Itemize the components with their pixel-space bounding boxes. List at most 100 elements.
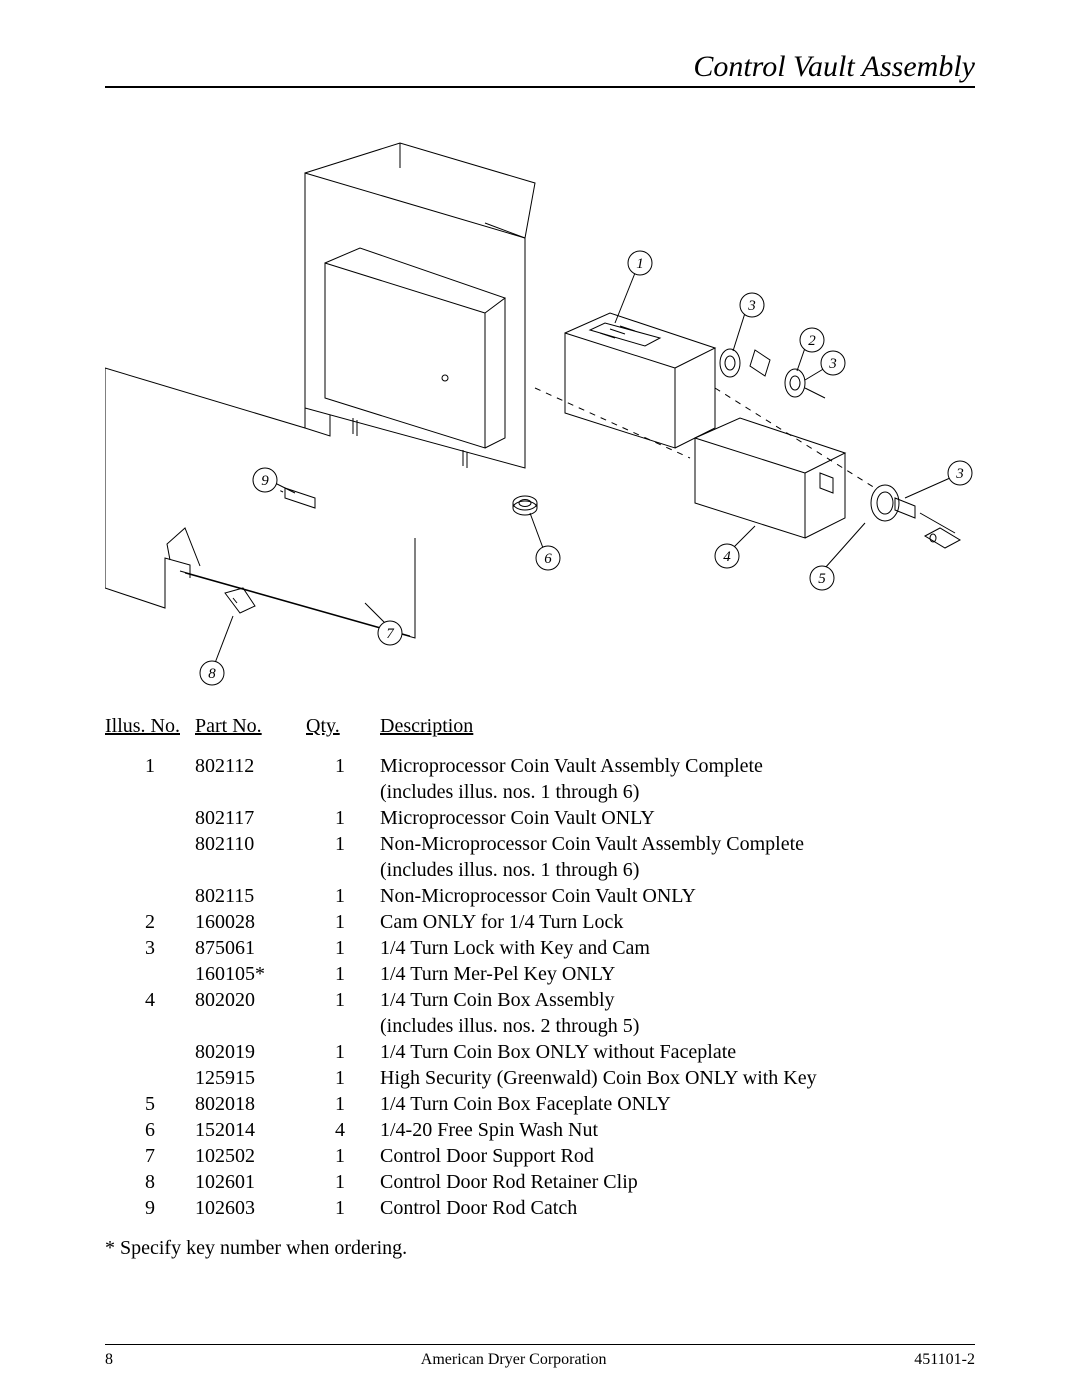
cell-part: 875061 — [195, 935, 300, 961]
title-bar: Control Vault Assembly — [105, 50, 975, 88]
page-title: Control Vault Assembly — [693, 50, 975, 83]
table-row: (includes illus. nos. 1 through 6) — [105, 857, 975, 883]
table-row: (includes illus. nos. 2 through 5) — [105, 1013, 975, 1039]
callout-5: 5 — [818, 571, 826, 587]
cell-part: 102502 — [195, 1143, 300, 1169]
footer-docnum: 451101-2 — [914, 1351, 975, 1369]
cell-qty: 1 — [300, 961, 380, 987]
cell-part: 160028 — [195, 909, 300, 935]
cell-part — [195, 857, 300, 883]
header-illus: Illus. No. — [105, 713, 195, 753]
table-row: 8021151Non-Microprocessor Coin Vault ONL… — [105, 883, 975, 909]
table-row: (includes illus. nos. 1 through 6) — [105, 779, 975, 805]
cell-part — [195, 779, 300, 805]
cell-part: 802019 — [195, 1039, 300, 1065]
cell-illus: 1 — [105, 753, 195, 779]
cell-qty: 1 — [300, 753, 380, 779]
table-row: 81026011Control Door Rod Retainer Clip — [105, 1169, 975, 1195]
cell-illus: 9 — [105, 1195, 195, 1221]
table-row: 8021171Microprocessor Coin Vault ONLY — [105, 805, 975, 831]
table-row: 80201911/4 Turn Coin Box ONLY without Fa… — [105, 1039, 975, 1065]
callout-3c: 3 — [955, 466, 964, 482]
cell-qty: 1 — [300, 1091, 380, 1117]
cell-qty: 1 — [300, 987, 380, 1013]
cell-part: 802020 — [195, 987, 300, 1013]
cell-qty: 1 — [300, 1195, 380, 1221]
cell-desc: Cam ONLY for 1/4 Turn Lock — [380, 909, 975, 935]
cell-desc: (includes illus. nos. 2 through 5) — [380, 1013, 975, 1039]
cell-desc: 1/4-20 Free Spin Wash Nut — [380, 1117, 975, 1143]
cell-desc: Non-Microprocessor Coin Vault ONLY — [380, 883, 975, 909]
cell-illus — [105, 857, 195, 883]
table-row: 8021101Non-Microprocessor Coin Vault Ass… — [105, 831, 975, 857]
cell-qty — [300, 779, 380, 805]
cell-qty: 4 — [300, 1117, 380, 1143]
callout-3a: 3 — [747, 298, 756, 314]
cell-qty — [300, 1013, 380, 1039]
cell-qty: 1 — [300, 1065, 380, 1091]
cell-part: 802117 — [195, 805, 300, 831]
cell-part: 152014 — [195, 1117, 300, 1143]
cell-illus: 2 — [105, 909, 195, 935]
table-row: 160105*11/4 Turn Mer-Pel Key ONLY — [105, 961, 975, 987]
cell-part: 802110 — [195, 831, 300, 857]
cell-part — [195, 1013, 300, 1039]
cell-illus: 8 — [105, 1169, 195, 1195]
cell-illus — [105, 961, 195, 987]
cell-illus — [105, 883, 195, 909]
footnote: * Specify key number when ordering. — [105, 1237, 975, 1260]
callout-6: 6 — [544, 551, 552, 567]
cell-part: 102601 — [195, 1169, 300, 1195]
header-qty: Qty. — [300, 713, 380, 753]
table-row: 91026031Control Door Rod Catch — [105, 1195, 975, 1221]
table-row: 580201811/4 Turn Coin Box Faceplate ONLY — [105, 1091, 975, 1117]
cell-qty — [300, 857, 380, 883]
cell-desc: 1/4 Turn Lock with Key and Cam — [380, 935, 975, 961]
cell-illus — [105, 1065, 195, 1091]
cell-desc: (includes illus. nos. 1 through 6) — [380, 779, 975, 805]
footer-company: American Dryer Corporation — [421, 1351, 607, 1369]
cell-desc: 1/4 Turn Mer-Pel Key ONLY — [380, 961, 975, 987]
cell-desc: Microprocessor Coin Vault Assembly Compl… — [380, 753, 975, 779]
table-header-row: Illus. No. Part No. Qty. Description — [105, 713, 975, 753]
cell-desc: Control Door Rod Retainer Clip — [380, 1169, 975, 1195]
cell-qty: 1 — [300, 1169, 380, 1195]
table-row: 480202011/4 Turn Coin Box Assembly — [105, 987, 975, 1013]
header-desc: Description — [380, 713, 975, 753]
cell-qty: 1 — [300, 831, 380, 857]
header-part: Part No. — [195, 713, 300, 753]
cell-desc: (includes illus. nos. 1 through 6) — [380, 857, 975, 883]
cell-illus — [105, 1013, 195, 1039]
callout-4: 4 — [723, 549, 731, 565]
cell-desc: High Security (Greenwald) Coin Box ONLY … — [380, 1065, 975, 1091]
cell-illus — [105, 1039, 195, 1065]
cell-illus — [105, 805, 195, 831]
cell-part: 102603 — [195, 1195, 300, 1221]
cell-desc: Control Door Rod Catch — [380, 1195, 975, 1221]
cell-desc: 1/4 Turn Coin Box Assembly — [380, 987, 975, 1013]
cell-illus — [105, 831, 195, 857]
cell-part: 802112 — [195, 753, 300, 779]
cell-qty: 1 — [300, 805, 380, 831]
callout-3b: 3 — [828, 356, 837, 372]
cell-part: 125915 — [195, 1065, 300, 1091]
exploded-diagram: 1 3 2 3 3 4 5 6 7 8 9 MAN1734 — [105, 108, 975, 708]
cell-desc: 1/4 Turn Coin Box ONLY without Faceplate — [380, 1039, 975, 1065]
cell-qty: 1 — [300, 1143, 380, 1169]
table-row: 1259151High Security (Greenwald) Coin Bo… — [105, 1065, 975, 1091]
cell-part: 160105* — [195, 961, 300, 987]
footer-page: 8 — [105, 1351, 113, 1369]
parts-table: Illus. No. Part No. Qty. Description 180… — [105, 713, 975, 1221]
cell-part: 802018 — [195, 1091, 300, 1117]
cell-illus: 3 — [105, 935, 195, 961]
callout-9: 9 — [261, 473, 269, 489]
page-footer: 8 American Dryer Corporation 451101-2 — [105, 1344, 975, 1369]
cell-desc: Non-Microprocessor Coin Vault Assembly C… — [380, 831, 975, 857]
cell-qty: 1 — [300, 935, 380, 961]
table-row: 21600281Cam ONLY for 1/4 Turn Lock — [105, 909, 975, 935]
cell-qty: 1 — [300, 909, 380, 935]
cell-qty: 1 — [300, 883, 380, 909]
cell-part: 802115 — [195, 883, 300, 909]
table-row: 71025021Control Door Support Rod — [105, 1143, 975, 1169]
cell-qty: 1 — [300, 1039, 380, 1065]
